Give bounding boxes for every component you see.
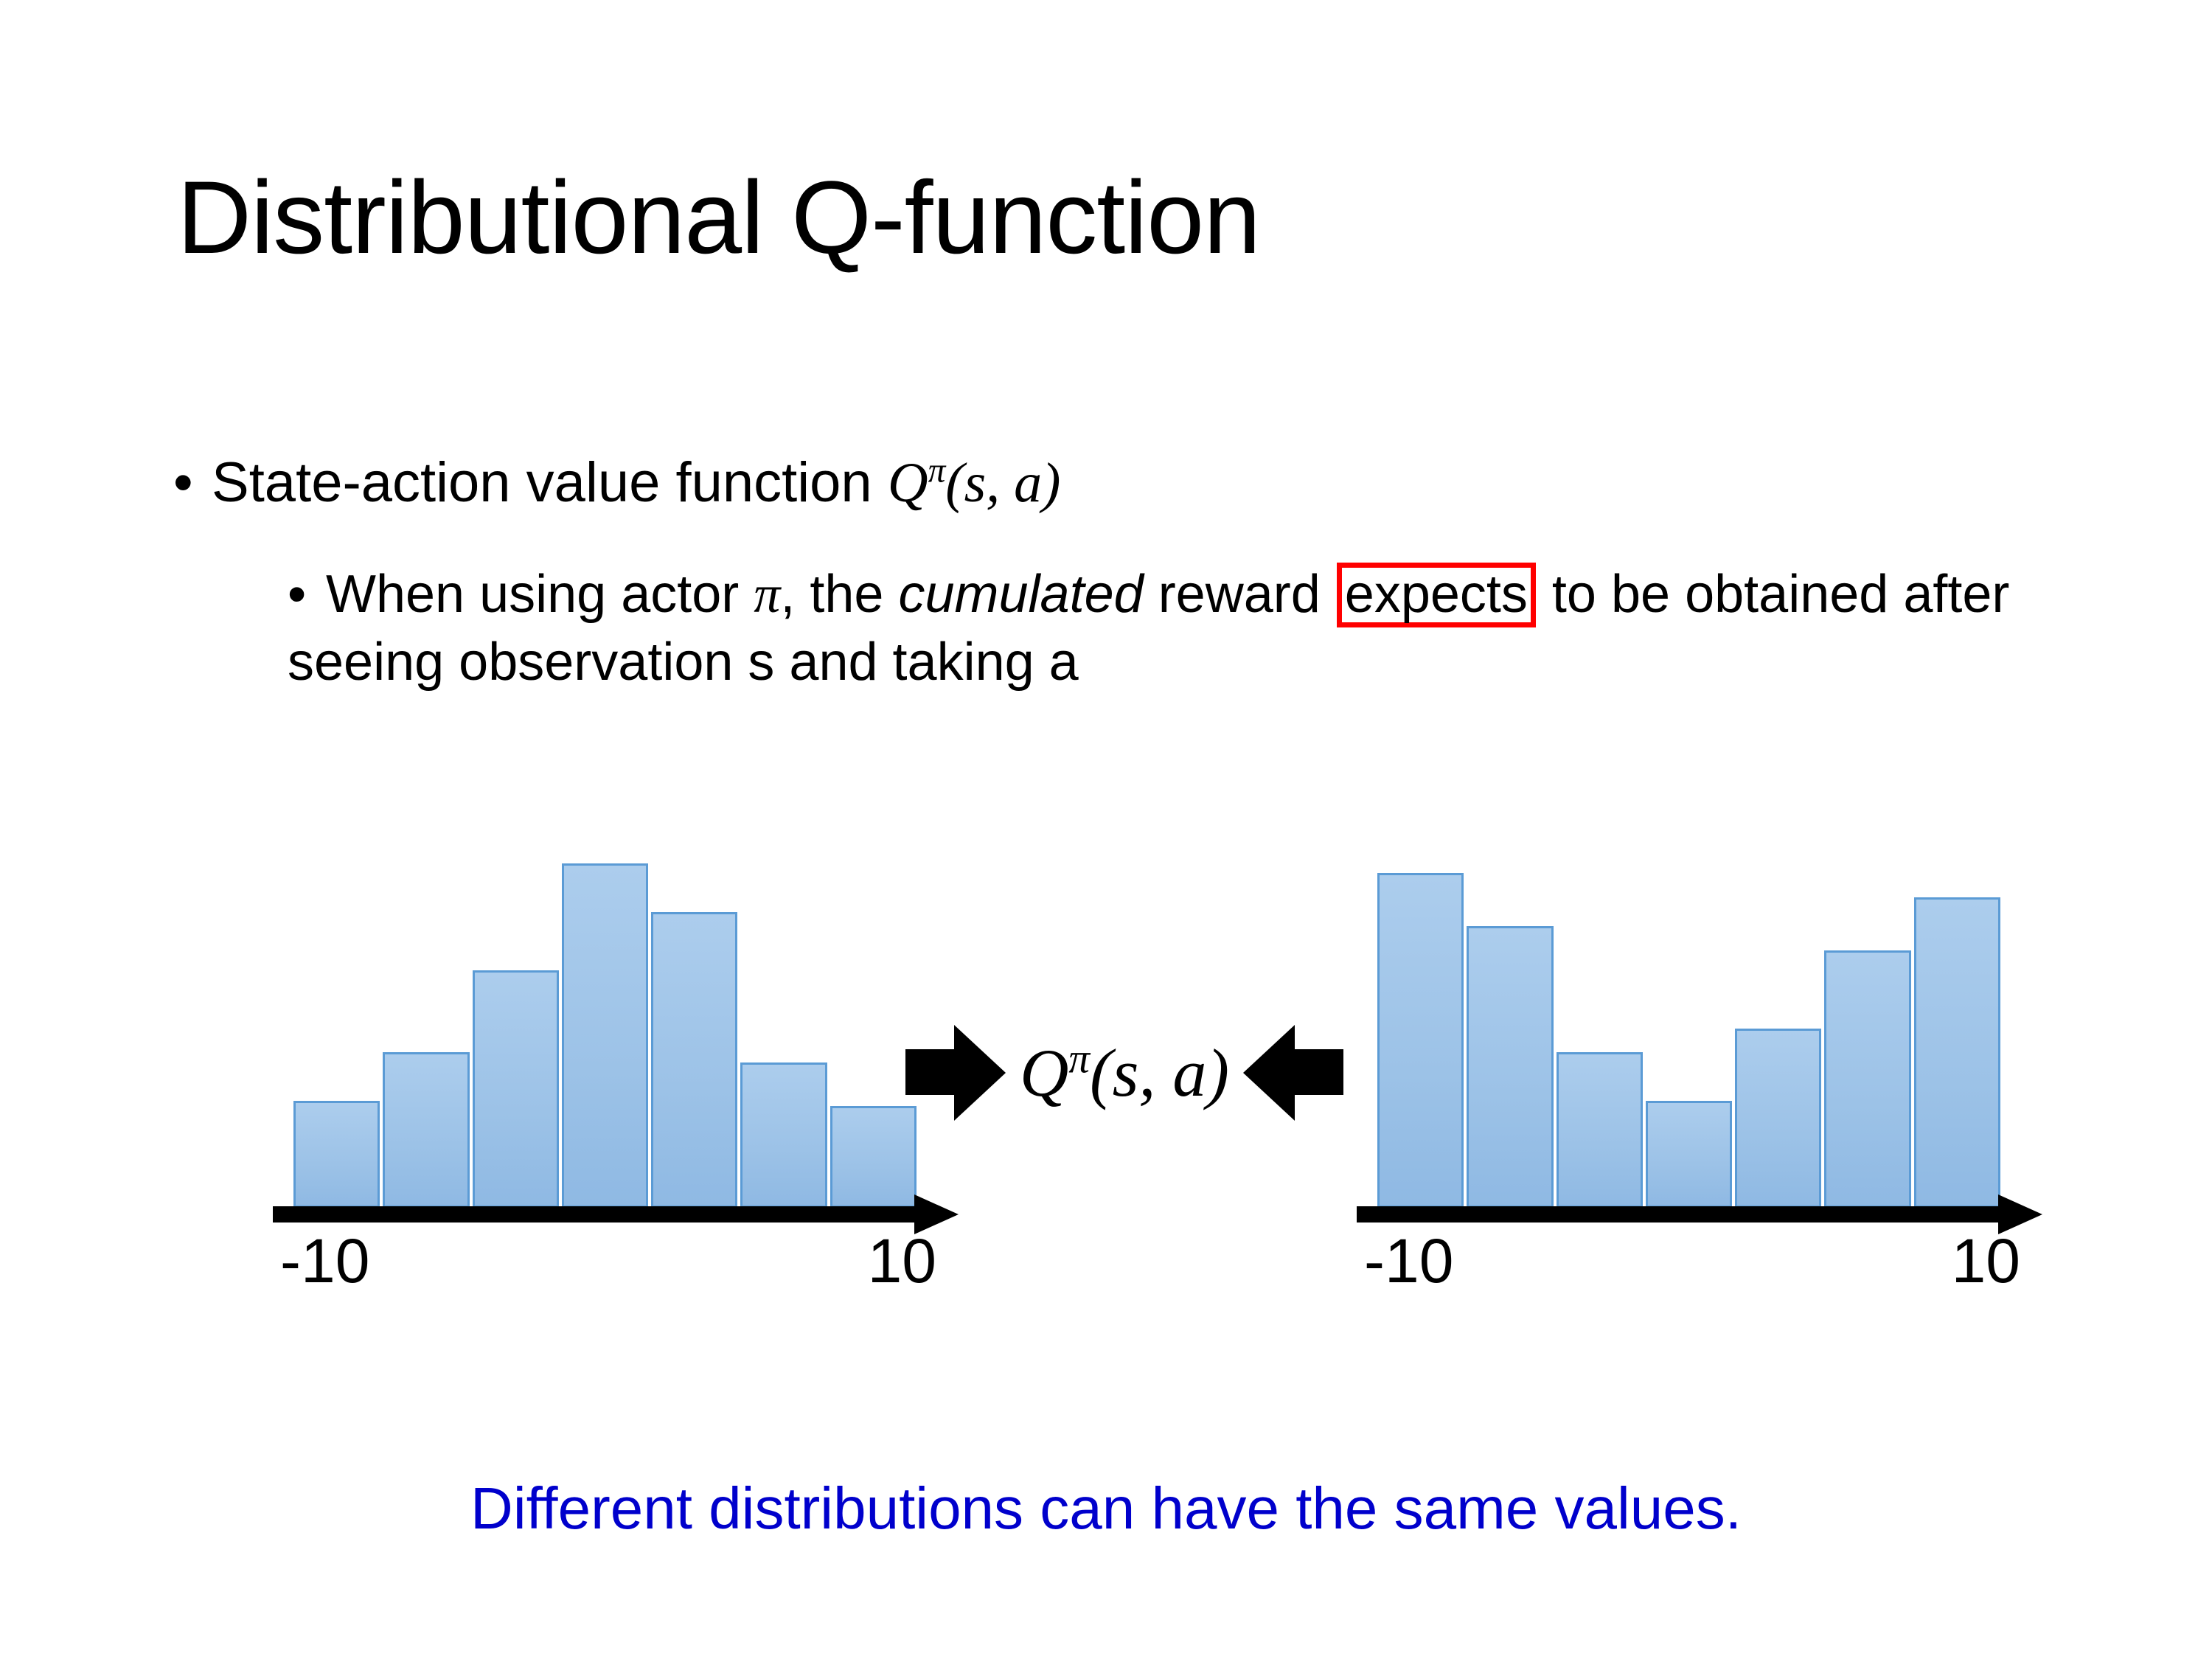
- sub-bullet-marker-icon: •: [288, 565, 307, 624]
- bullet-level2-seg2: , the: [780, 565, 899, 624]
- axis-arrow-icon-left: [914, 1194, 959, 1234]
- center-formula-q: Q: [1019, 1035, 1069, 1110]
- bar: [1556, 1052, 1643, 1208]
- chart-right-distribution: -10 10: [1357, 804, 2042, 1292]
- center-formula-args: (s, a): [1089, 1035, 1230, 1110]
- bars-left: [293, 839, 917, 1208]
- bar: [383, 1052, 470, 1208]
- axis-tick-min-left: -10: [280, 1226, 370, 1295]
- bullet-level2-seg3: reward: [1143, 565, 1335, 624]
- axis-left: [273, 1194, 959, 1234]
- bars-right: [1377, 839, 2000, 1208]
- axis-line-left: [273, 1206, 916, 1222]
- bullet-level1-text: State-action value function: [212, 451, 888, 514]
- highlight-box-expects: expects: [1336, 563, 1536, 627]
- block-arrow-left-icon: [1243, 1025, 1344, 1121]
- chart-left-distribution: -10 10: [273, 804, 959, 1292]
- math-pi-inline: π: [754, 565, 781, 624]
- center-q-formula: Qπ(s, a): [1015, 1037, 1234, 1107]
- bullet-level2-seg1: When using actor: [326, 565, 754, 624]
- axis-tick-max-right: 10: [1951, 1226, 2020, 1295]
- bar: [651, 911, 738, 1208]
- bar: [561, 863, 649, 1208]
- bar: [1467, 926, 1554, 1208]
- bullet-level2: • When using actor π, the cumulated rewar…: [288, 560, 2013, 696]
- math-q-symbol: Q: [887, 452, 928, 514]
- bar: [1645, 1101, 1733, 1208]
- axis-arrow-icon-right: [1998, 1194, 2042, 1234]
- bullet-level2-seg4: to be obtained after seeing observation …: [288, 565, 2010, 692]
- axis-labels-left: -10 10: [280, 1230, 936, 1292]
- emphasis-cumulated: cumulated: [898, 565, 1144, 624]
- block-arrow-right-icon: [905, 1025, 1006, 1121]
- bar: [1913, 897, 2000, 1208]
- page-title: Distributional Q-function: [177, 159, 1261, 275]
- math-pi-superscript: π: [928, 451, 946, 490]
- math-arguments: (s, a): [945, 452, 1061, 514]
- bullet-level1: • State-action value function Qπ(s, a): [173, 451, 1061, 515]
- axis-labels-right: -10 10: [1364, 1230, 2020, 1292]
- caption-note: Different distributions can have the sam…: [470, 1475, 1742, 1541]
- axis-right: [1357, 1194, 2042, 1234]
- bar: [1824, 950, 1911, 1208]
- bar: [740, 1062, 827, 1208]
- axis-tick-min-right: -10: [1364, 1226, 1454, 1295]
- bar: [472, 970, 559, 1208]
- bar: [1735, 1028, 1822, 1208]
- bar: [293, 1101, 380, 1208]
- bullet-marker-icon: •: [173, 451, 193, 514]
- axis-tick-max-left: 10: [867, 1226, 936, 1295]
- center-formula-pi: π: [1068, 1035, 1090, 1082]
- axis-line-right: [1357, 1206, 2000, 1222]
- center-comparison-group: Qπ(s, a): [874, 1010, 1375, 1135]
- bar: [1377, 873, 1464, 1208]
